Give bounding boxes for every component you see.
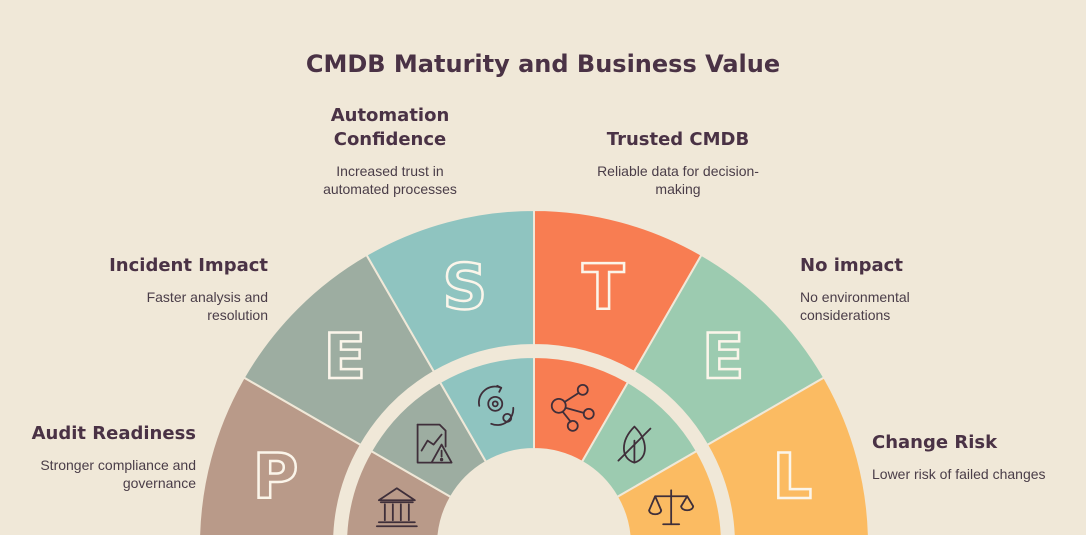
label-audit-readiness: Audit Readiness <box>31 423 196 444</box>
outer-segment-5 <box>705 376 870 535</box>
chart-warning-icon <box>416 423 453 464</box>
segment-letter-1: E <box>324 320 366 393</box>
segment-letters: PES TEL <box>252 249 814 514</box>
inner-ring <box>345 355 723 535</box>
segment-letter-5: L <box>773 440 813 513</box>
diagram-title: CMDB Maturity and Business Value <box>305 50 781 78</box>
segment-letter-0: P <box>253 440 298 513</box>
label-change-risk: Change Risk <box>872 432 998 453</box>
label-incident-impact: Incident Impact <box>109 255 268 276</box>
desc-automation-confidence: Increased trust in automated processes <box>323 163 457 197</box>
desc-trusted-cmdb: Reliable data for decision-making <box>597 163 759 197</box>
desc-audit-readiness: Stronger compliance and governance <box>40 457 196 491</box>
desc-change-risk: Lower risk of failed changes <box>872 466 1046 482</box>
inner-segment-5 <box>615 449 723 535</box>
label-automation-confidence: Automation Confidence <box>330 105 450 150</box>
label-no-impact: No impact <box>800 255 903 276</box>
segment-icons <box>375 383 695 528</box>
network-nodes-icon <box>550 383 595 432</box>
outer-ring <box>198 208 870 535</box>
bank-icon <box>375 487 418 528</box>
label-trusted-cmdb: Trusted CMDB <box>606 129 750 150</box>
desc-no-impact: No environmental considerations <box>800 289 910 323</box>
scales-icon <box>648 489 695 526</box>
leaf-slash-icon <box>617 425 652 464</box>
segment-letter-2: S <box>442 251 487 324</box>
segment-letter-4: E <box>702 320 744 393</box>
segment-letter-3: T <box>582 251 624 324</box>
gear-automation-icon <box>478 384 515 426</box>
desc-incident-impact: Faster analysis and resolution <box>146 289 268 323</box>
